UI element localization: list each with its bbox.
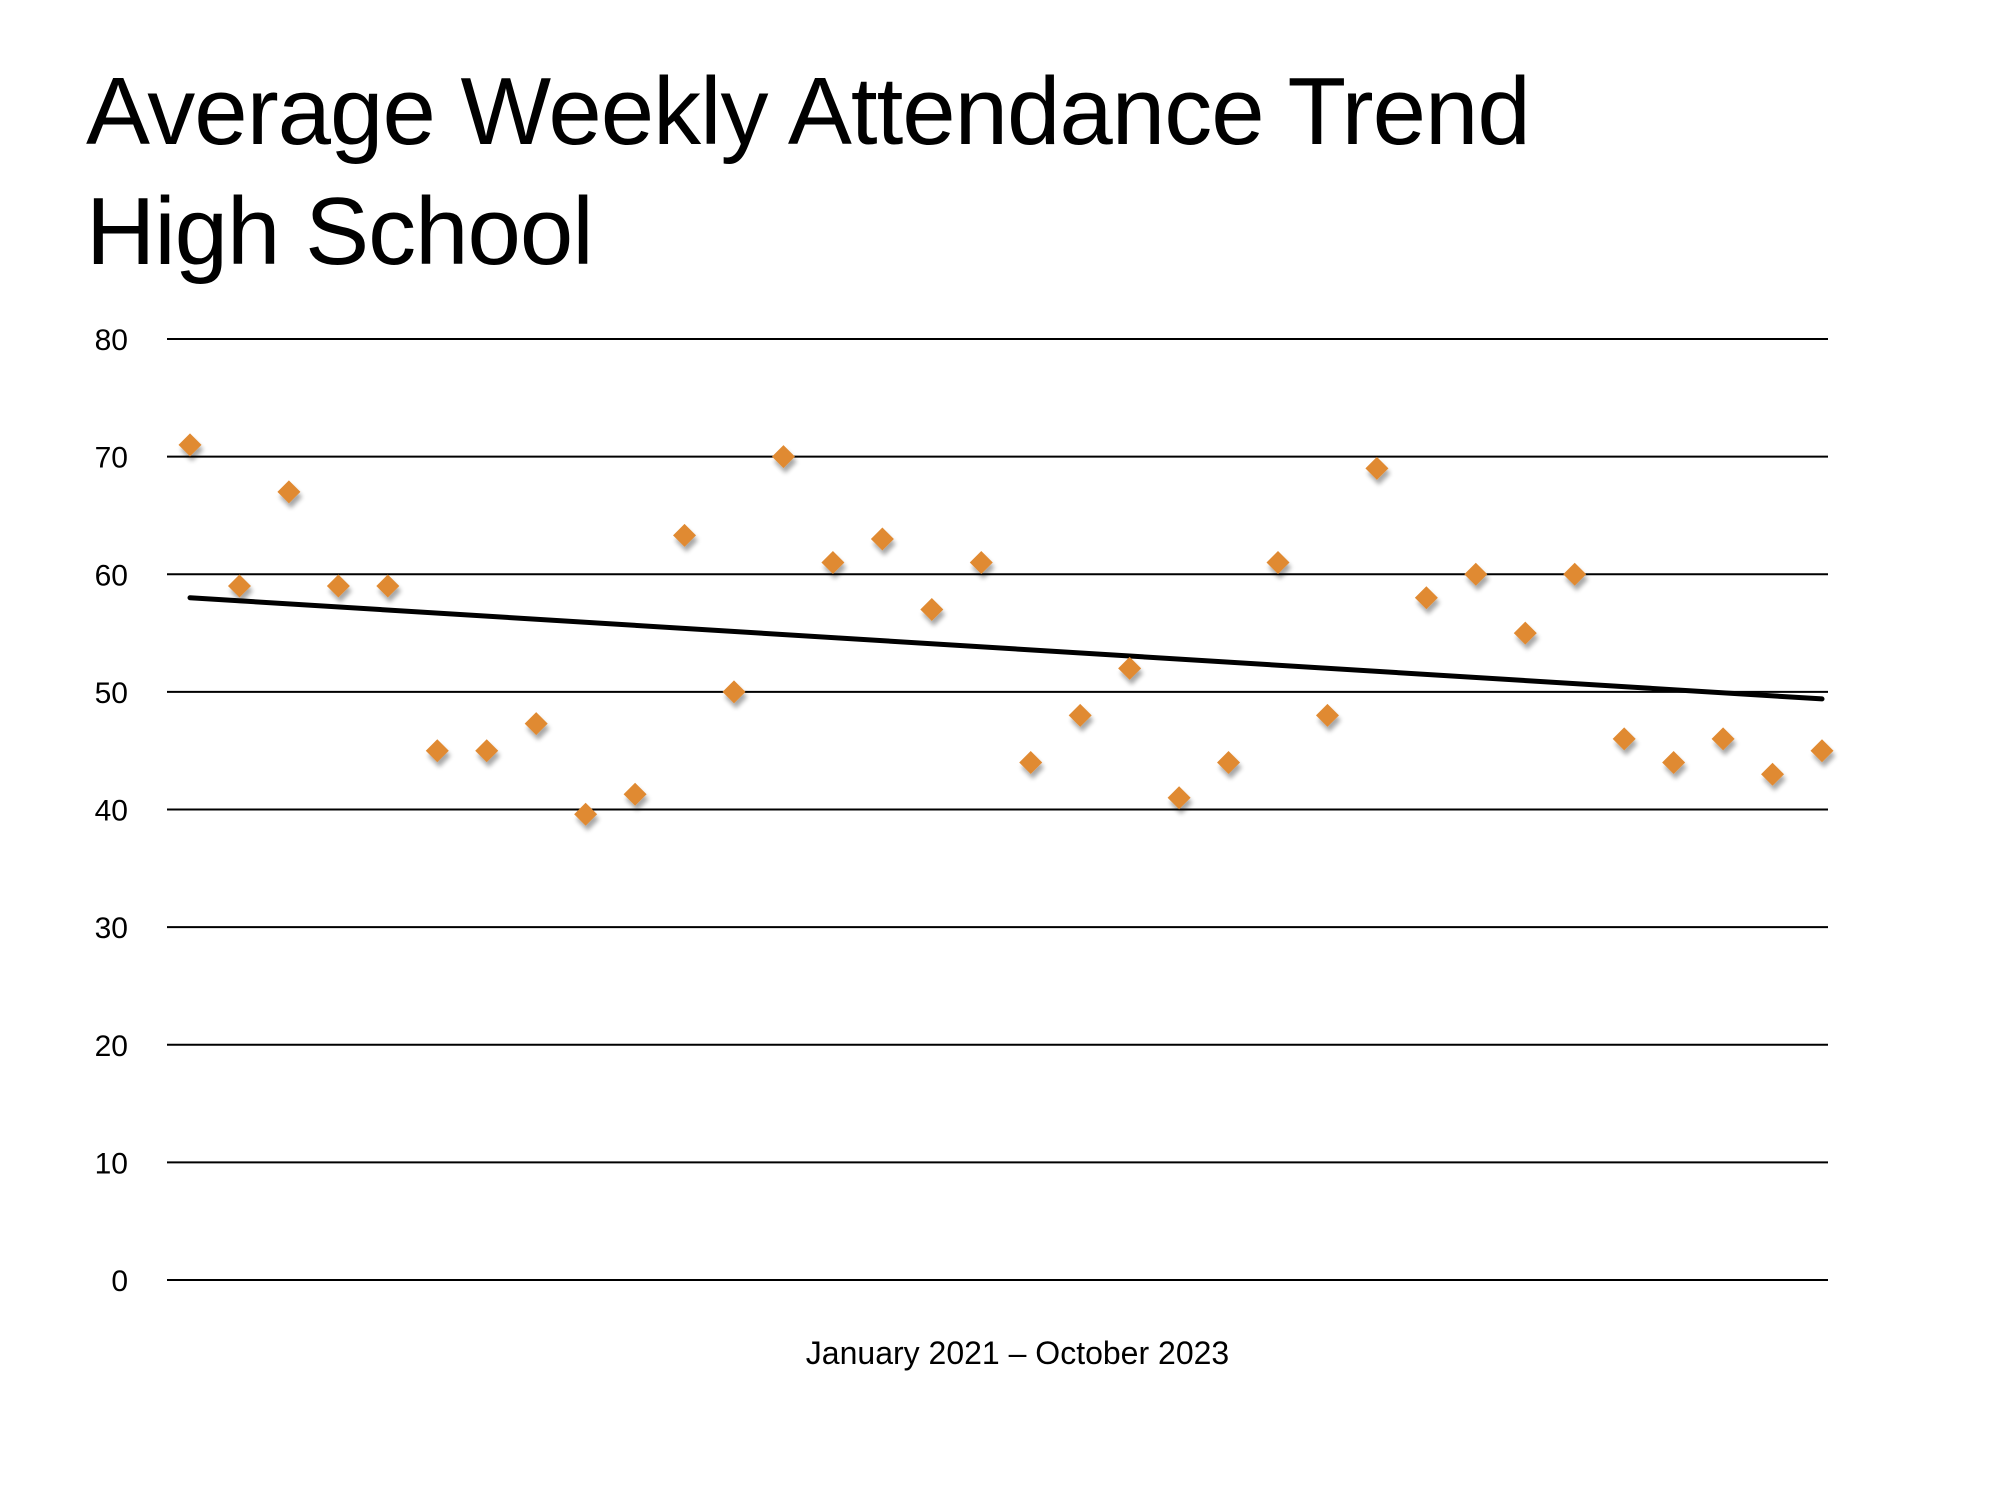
gridlines — [167, 338, 1828, 1281]
data-point — [1167, 786, 1191, 810]
data-point — [771, 445, 795, 469]
data-point — [1217, 750, 1241, 774]
y-tick-label: 30 — [95, 912, 128, 945]
data-point — [475, 739, 499, 763]
data-point — [425, 739, 449, 763]
data-point — [524, 712, 548, 736]
data-point — [1662, 750, 1686, 774]
trendline — [187, 595, 1825, 702]
data-point — [821, 550, 845, 574]
y-tick-label: 50 — [95, 677, 128, 710]
data-point — [1068, 703, 1092, 727]
y-tick-label: 80 — [95, 324, 128, 357]
title-line-1: Average Weekly Attendance Trend — [86, 58, 1531, 165]
title-line-2: High School — [86, 178, 594, 285]
data-point — [1464, 562, 1488, 586]
y-tick-label: 20 — [95, 1030, 128, 1063]
trendline-group — [187, 595, 1825, 702]
data-point — [623, 782, 647, 806]
data-point — [227, 574, 251, 598]
data-point — [574, 802, 598, 826]
data-point — [277, 480, 301, 504]
data-point — [1810, 739, 1834, 763]
data-point — [1513, 621, 1537, 645]
data-point — [1761, 762, 1785, 786]
data-point — [1315, 703, 1339, 727]
data-point — [969, 550, 993, 574]
data-point — [673, 523, 697, 547]
y-tick-label: 40 — [95, 795, 128, 828]
data-point — [326, 574, 350, 598]
data-point — [1414, 586, 1438, 610]
data-point — [178, 433, 202, 457]
x-axis-label: January 2021 – October 2023 — [806, 1335, 1229, 1371]
data-point — [870, 527, 894, 551]
data-point — [1612, 727, 1636, 751]
data-point — [1266, 550, 1290, 574]
data-points — [178, 433, 1834, 826]
data-point — [722, 680, 746, 704]
slide-title: Average Weekly Attendance Trend High Sch… — [86, 52, 1531, 292]
data-point — [1711, 727, 1735, 751]
y-tick-label: 70 — [95, 442, 128, 475]
y-tick-label: 10 — [95, 1147, 128, 1180]
data-point — [1563, 562, 1587, 586]
y-tick-label: 0 — [111, 1265, 128, 1298]
data-point — [1365, 456, 1389, 480]
y-axis-tick-labels: 0 10 20 30 40 50 60 70 80 — [95, 324, 128, 1298]
data-point — [1019, 750, 1043, 774]
data-point — [1118, 656, 1142, 680]
data-point — [376, 574, 400, 598]
data-point — [920, 598, 944, 622]
y-tick-label: 60 — [95, 559, 128, 592]
